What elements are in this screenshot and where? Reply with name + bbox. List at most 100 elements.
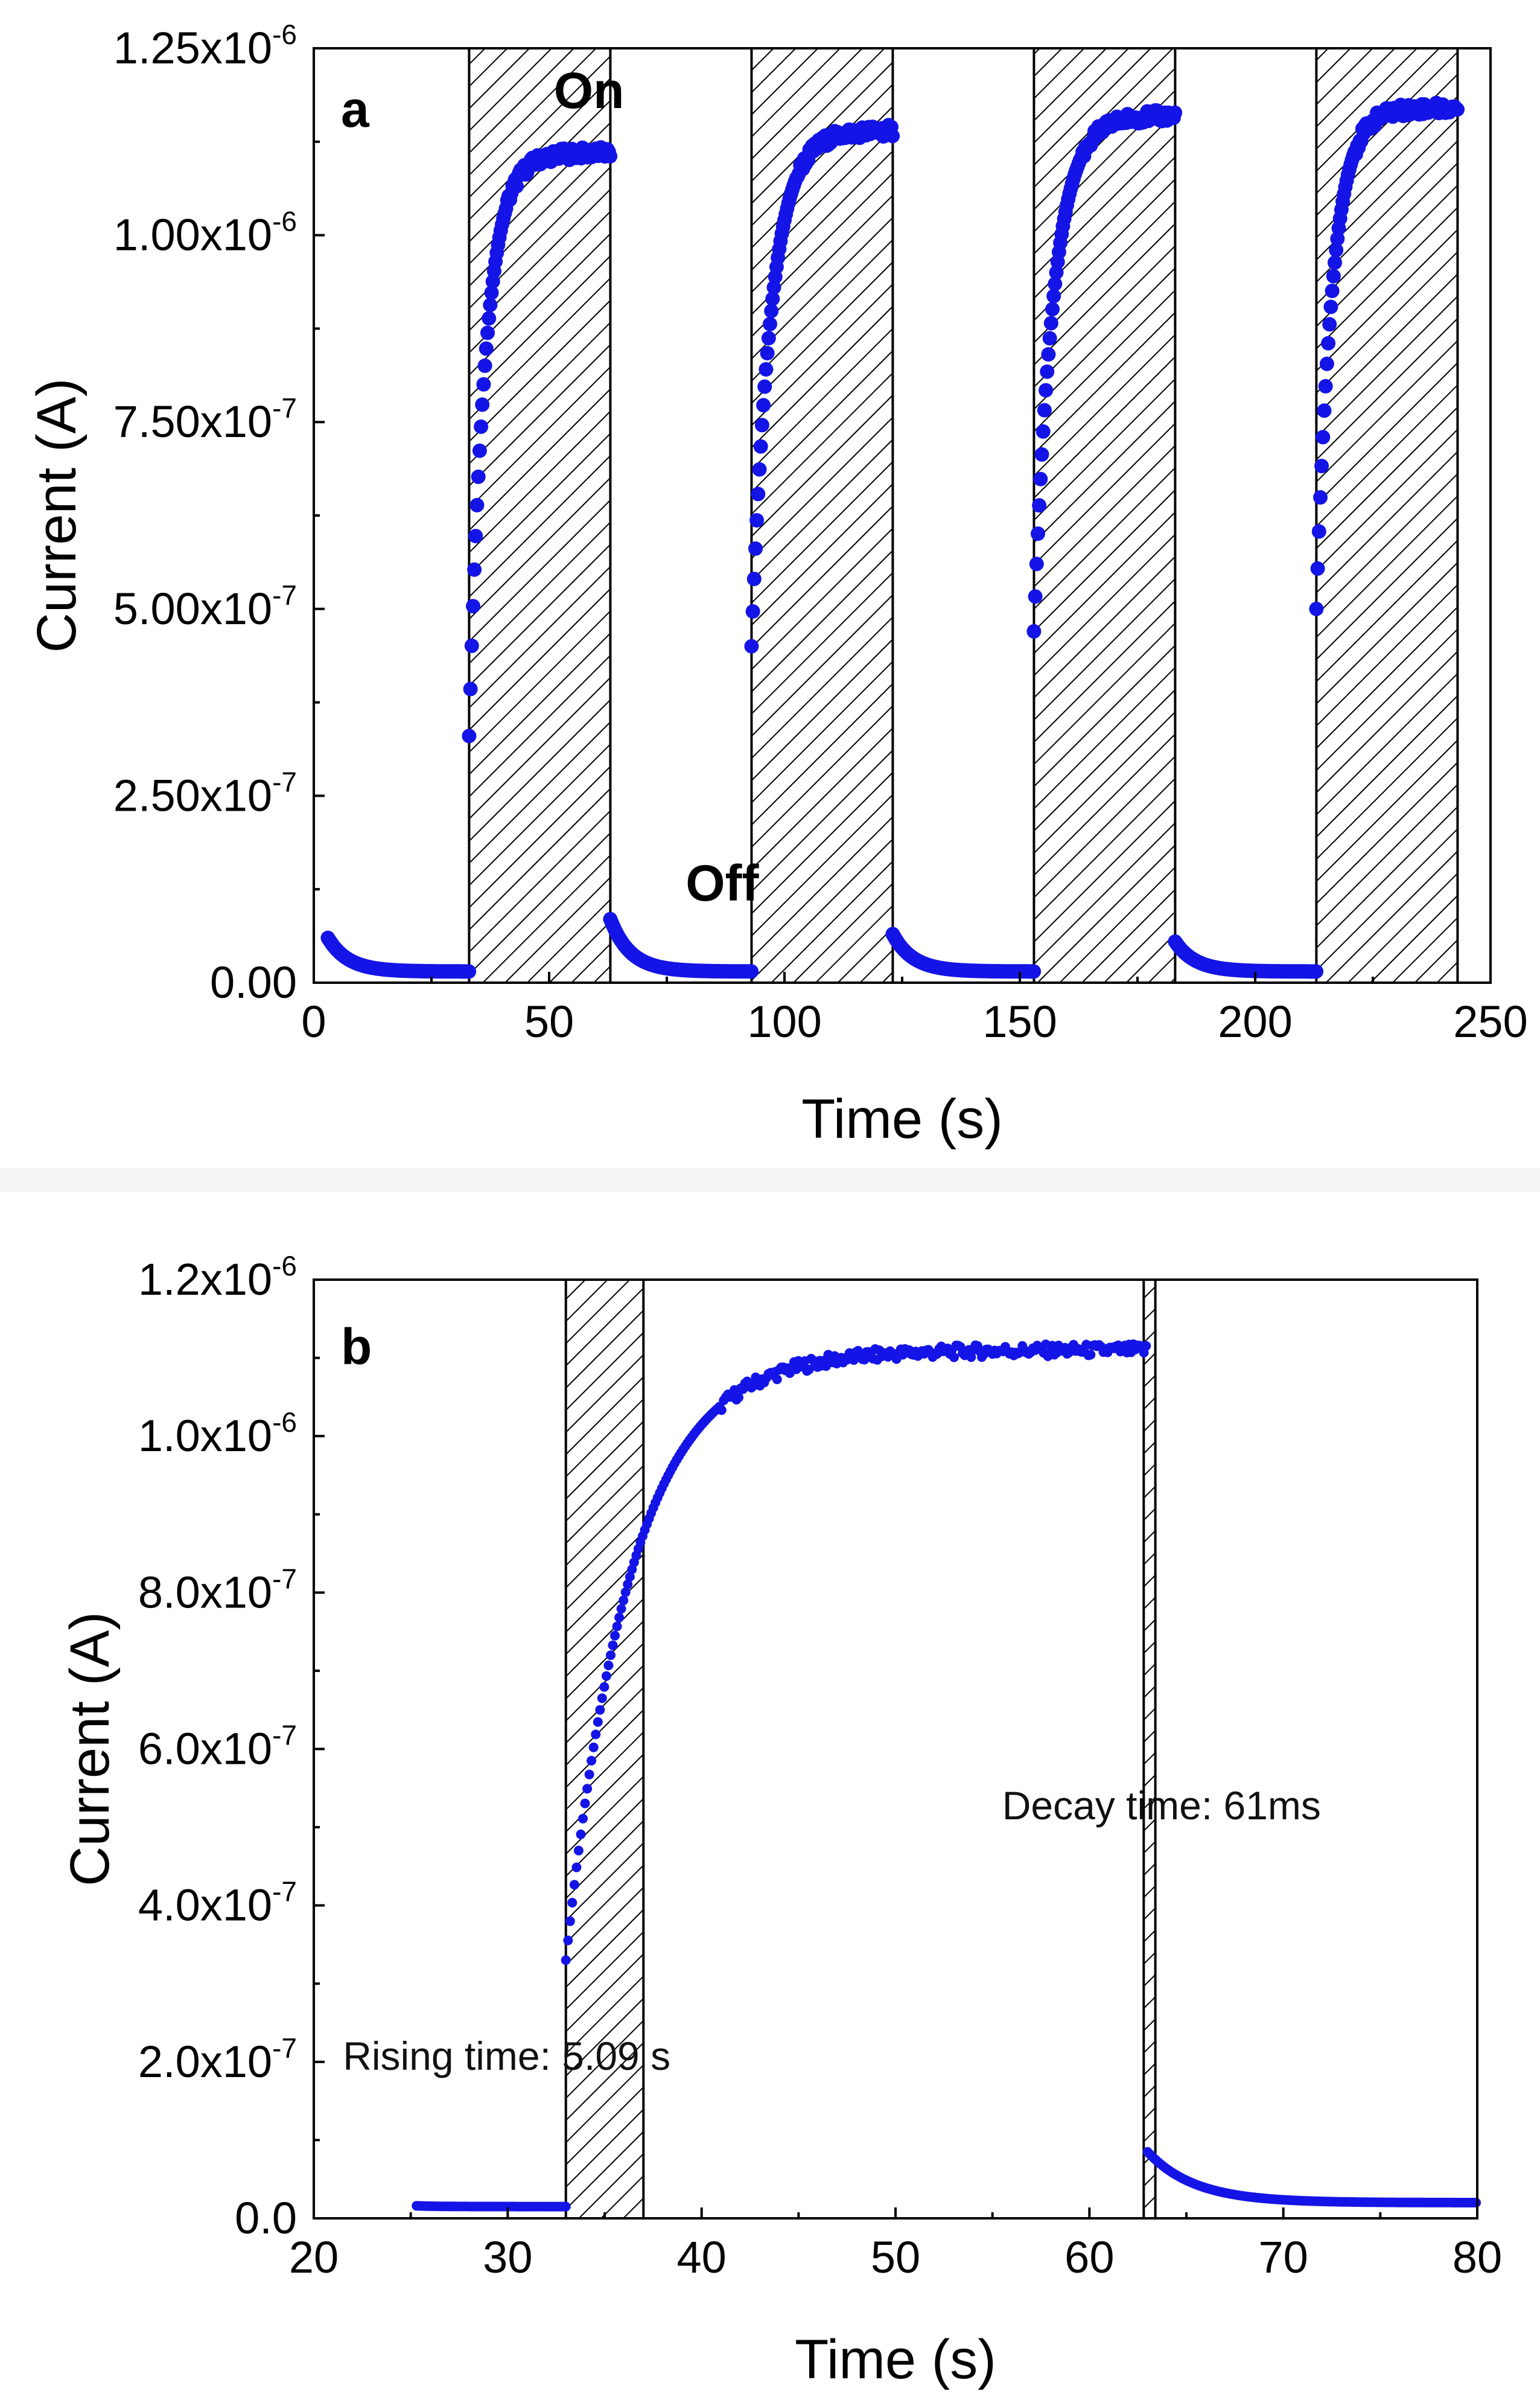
a-data-point xyxy=(472,443,487,458)
a-data-point xyxy=(753,439,768,454)
b-x-tick-label: 60 xyxy=(1064,2232,1114,2282)
a-x-tick-label: 0 xyxy=(301,997,326,1047)
a-data-point xyxy=(749,513,765,528)
a-data-point xyxy=(1314,459,1329,473)
a-x-tick-label: 250 xyxy=(1453,997,1527,1047)
a-data-point xyxy=(1325,283,1340,298)
b-data-point xyxy=(595,1705,605,1715)
a-data-point xyxy=(464,638,479,653)
a-data-point xyxy=(477,358,492,373)
a-data-point xyxy=(476,377,491,392)
b-data-point xyxy=(597,1693,607,1703)
b-data-point xyxy=(1086,1350,1096,1360)
a-x-tick-label: 100 xyxy=(747,997,821,1047)
a-band-3 xyxy=(1315,47,1459,984)
a-y-tick-label: 1.25x10-6 xyxy=(113,19,297,73)
a-data-point xyxy=(757,379,772,394)
b-band-0 xyxy=(564,1278,645,2220)
b-data-point xyxy=(616,1604,626,1614)
a-data-point xyxy=(483,298,498,313)
b-data-point xyxy=(614,1612,625,1623)
b-y-tick-label: 6.0x10-7 xyxy=(138,1720,297,1774)
b-data-point xyxy=(1141,1341,1151,1351)
a-data-point xyxy=(751,487,766,502)
panel-a: 0 50 100 150 200 250 0.00 2.50x10-7 5.00x10-7 7.5… xyxy=(26,19,1528,1150)
a-y-tick-label: 7.50x10-7 xyxy=(113,392,297,447)
a-band-0 xyxy=(468,47,612,984)
b-data-point xyxy=(949,1352,959,1362)
a-data-point xyxy=(1450,102,1465,117)
b-data-point xyxy=(593,1717,603,1727)
b-data-point xyxy=(567,1898,578,1908)
b-data-point xyxy=(804,1364,814,1374)
a-data-point xyxy=(484,286,499,300)
a-data-point xyxy=(744,964,759,979)
b-x-tick-label: 40 xyxy=(677,2232,727,2282)
a-data-point xyxy=(603,148,618,164)
a-data-point xyxy=(462,729,477,744)
a-data-point xyxy=(1323,299,1338,314)
b-data-points xyxy=(412,1339,1481,2212)
a-data-point xyxy=(1313,490,1328,505)
b-data-point xyxy=(563,1935,573,1945)
a-data-point xyxy=(1036,424,1051,439)
a-data-point xyxy=(1309,601,1324,616)
a-data-points xyxy=(320,95,1465,979)
a-data-point xyxy=(1316,430,1331,445)
a-data-point xyxy=(1317,403,1332,418)
a-data-point xyxy=(885,129,900,144)
a-data-point xyxy=(756,398,771,413)
a-data-point xyxy=(1321,336,1336,351)
b-panel-letter: b xyxy=(341,1318,372,1375)
a-data-point xyxy=(474,419,489,434)
a-data-point xyxy=(754,418,769,433)
b-data-point xyxy=(569,1880,579,1890)
b-data-point xyxy=(573,1845,584,1856)
a-data-point xyxy=(1032,498,1047,513)
b-data-point xyxy=(582,1784,593,1794)
a-data-point xyxy=(760,346,775,361)
a-data-point xyxy=(1034,447,1049,462)
b-data-point xyxy=(603,1661,614,1670)
b-band-1 xyxy=(1142,1278,1157,2220)
a-data-point xyxy=(1319,356,1334,371)
b-data-point xyxy=(591,1729,601,1740)
a-data-point xyxy=(466,599,480,614)
a-x-axis-title: Time (s) xyxy=(801,1088,1003,1150)
b-data-point xyxy=(571,1862,582,1872)
a-data-point xyxy=(744,639,759,654)
a-data-point xyxy=(1029,557,1044,572)
a-data-point xyxy=(1026,624,1042,639)
a-data-point xyxy=(764,304,779,319)
a-data-point xyxy=(763,316,777,331)
a-light-on-bands xyxy=(468,47,1459,984)
a-x-tick-label: 150 xyxy=(982,997,1057,1047)
a-data-point xyxy=(1330,231,1345,246)
a-data-point xyxy=(1322,317,1337,332)
a-data-point xyxy=(1040,364,1055,379)
b-data-point xyxy=(734,1393,743,1403)
a-x-tick-label: 50 xyxy=(524,997,574,1047)
a-data-point xyxy=(765,292,780,306)
a-data-point xyxy=(475,397,490,412)
b-x-tick-label: 70 xyxy=(1259,2232,1308,2282)
b-x-tick-label: 20 xyxy=(289,2232,339,2282)
a-y-tick-label: 0.00 xyxy=(210,957,297,1007)
a-data-point xyxy=(1048,276,1063,292)
a-off-label: Off xyxy=(686,855,759,911)
a-data-point xyxy=(1042,331,1057,346)
b-data-point xyxy=(584,1769,594,1779)
b-y-tick-label: 1.0x10-6 xyxy=(138,1406,297,1461)
a-data-point xyxy=(1033,471,1048,487)
a-data-point xyxy=(1026,964,1042,979)
b-x-tick-label: 50 xyxy=(871,2232,920,2282)
a-data-point xyxy=(1168,105,1183,120)
b-data-point xyxy=(580,1798,590,1808)
b-x-tick-label: 30 xyxy=(483,2232,532,2282)
a-data-point xyxy=(1318,378,1333,394)
b-data-point xyxy=(625,1572,635,1582)
b-y-tick-label: 1.2x10-6 xyxy=(138,1250,297,1304)
a-band-1 xyxy=(750,47,894,984)
b-data-point xyxy=(716,1405,727,1415)
a-data-point xyxy=(467,562,482,577)
